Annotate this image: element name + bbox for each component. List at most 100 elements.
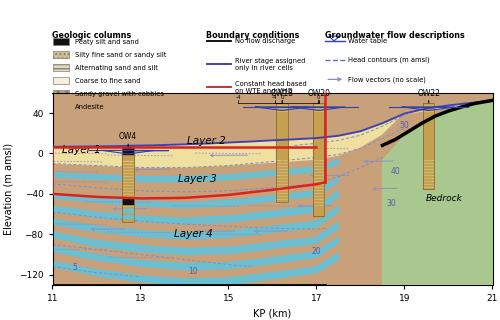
Bar — [313, 142, 324, 145]
Text: Geologic columns: Geologic columns — [52, 31, 132, 40]
Polygon shape — [382, 100, 492, 285]
Bar — [423, 155, 434, 157]
Bar — [423, 176, 434, 178]
Bar — [276, 106, 288, 108]
Bar — [276, 188, 288, 190]
Bar — [313, 167, 324, 169]
Bar — [276, 145, 288, 148]
Bar — [122, 149, 134, 152]
Bar — [313, 188, 324, 190]
Text: 5: 5 — [72, 263, 77, 272]
Text: No flow discharge: No flow discharge — [235, 38, 296, 44]
Bar — [313, 215, 324, 218]
Bar — [313, 124, 324, 127]
Bar — [423, 142, 434, 145]
Polygon shape — [52, 222, 339, 254]
Bar — [313, 130, 324, 133]
Bar — [313, 172, 324, 175]
Bar — [276, 148, 288, 151]
Bar — [423, 124, 434, 127]
Polygon shape — [52, 159, 339, 182]
Text: Andesite: Andesite — [76, 104, 105, 110]
Bar — [423, 151, 434, 154]
Bar — [313, 157, 324, 160]
Bar — [122, 146, 134, 149]
Bar — [276, 109, 288, 111]
Bar — [52, 51, 69, 58]
Text: Alternating sand and silt: Alternating sand and silt — [76, 65, 158, 71]
Bar — [423, 121, 434, 124]
Bar — [423, 103, 434, 105]
Text: Constant head based
on WTE and VHG: Constant head based on WTE and VHG — [235, 81, 307, 93]
Bar — [276, 121, 288, 124]
Bar — [423, 182, 434, 184]
Bar — [276, 161, 288, 163]
Bar — [52, 64, 69, 71]
Bar — [276, 139, 288, 142]
Text: -4: -4 — [272, 95, 278, 100]
Bar — [276, 115, 288, 117]
Bar — [423, 157, 434, 160]
Polygon shape — [52, 237, 339, 270]
Bar — [313, 148, 324, 151]
Bar — [313, 136, 324, 139]
Bar — [276, 172, 288, 175]
Bar — [313, 203, 324, 205]
Bar — [313, 118, 324, 121]
Bar — [313, 209, 324, 212]
Bar — [122, 164, 134, 167]
Bar — [276, 182, 288, 184]
Bar — [122, 158, 134, 161]
Text: Layer 2: Layer 2 — [187, 136, 226, 146]
Bar — [423, 161, 434, 163]
Bar — [423, 145, 434, 148]
Bar — [276, 112, 288, 115]
Bar — [122, 204, 134, 206]
Bar — [122, 152, 134, 155]
Text: Layer 4: Layer 4 — [174, 229, 212, 239]
Text: OW20: OW20 — [307, 89, 330, 103]
Bar — [313, 194, 324, 196]
Bar — [313, 145, 324, 148]
Bar — [122, 180, 134, 182]
Text: Sandy gravel with cobbles: Sandy gravel with cobbles — [76, 91, 164, 97]
Bar — [122, 174, 134, 176]
Text: Flow vectors (no scale): Flow vectors (no scale) — [348, 76, 426, 83]
Bar — [276, 176, 288, 178]
Bar — [313, 127, 324, 130]
Bar — [423, 118, 434, 121]
Bar — [313, 212, 324, 215]
Text: OW18: OW18 — [270, 89, 293, 103]
Bar — [423, 170, 434, 172]
Bar — [122, 168, 134, 170]
Bar — [313, 197, 324, 199]
Bar — [122, 207, 134, 210]
Bar — [52, 38, 69, 45]
Bar — [276, 179, 288, 181]
Bar — [423, 127, 434, 130]
Bar — [276, 133, 288, 136]
Bar — [313, 185, 324, 187]
Text: Peaty silt and sand: Peaty silt and sand — [76, 38, 140, 44]
Text: Boundary conditions: Boundary conditions — [206, 31, 300, 40]
Bar — [423, 164, 434, 166]
Polygon shape — [52, 253, 339, 285]
X-axis label: KP (km): KP (km) — [254, 308, 292, 318]
Bar — [276, 185, 288, 187]
Bar — [423, 133, 434, 136]
Bar — [276, 191, 288, 193]
Text: -4: -4 — [236, 95, 241, 100]
Bar — [276, 130, 288, 133]
Polygon shape — [382, 100, 492, 285]
Text: River stage assigned
only in river cells: River stage assigned only in river cells — [235, 58, 306, 70]
Text: Layer 3: Layer 3 — [178, 174, 217, 184]
Bar — [313, 191, 324, 193]
Bar — [313, 182, 324, 184]
Text: Bedrock: Bedrock — [426, 195, 463, 204]
Bar — [423, 167, 434, 169]
Bar — [423, 148, 434, 151]
Bar — [313, 139, 324, 142]
Bar — [122, 192, 134, 194]
Bar — [423, 136, 434, 139]
Text: Groundwater flow descriptions: Groundwater flow descriptions — [326, 31, 465, 40]
